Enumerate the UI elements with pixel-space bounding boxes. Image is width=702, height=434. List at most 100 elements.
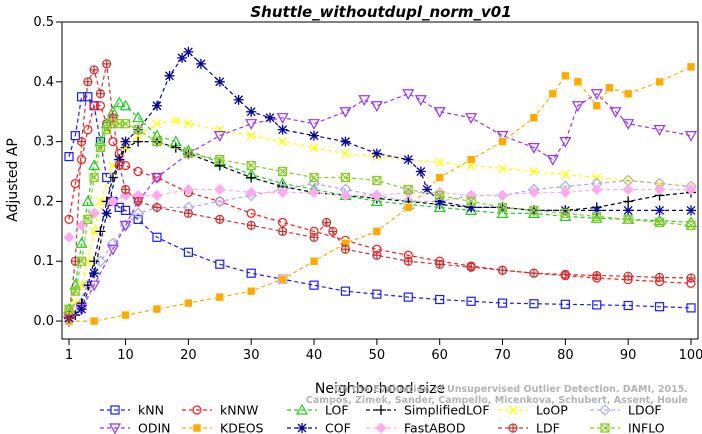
data-point-cof (214, 76, 225, 87)
data-point-odin (465, 113, 478, 124)
data-point-cof (591, 205, 602, 216)
series-fastabod (63, 183, 697, 243)
legend: kNN kNNW LOF SimplifiedLOF LoOP LDOF ODIN KDEOS… (100, 403, 665, 434)
data-point-inflo (83, 214, 93, 224)
data-point-cof (466, 202, 477, 213)
legend-marker (295, 403, 309, 415)
data-point-knn (120, 205, 131, 216)
data-point-loop (435, 158, 445, 168)
y-tick-label: 0.0 (33, 314, 54, 329)
series-line-fastabod (68, 188, 691, 238)
data-point-inflo (466, 196, 476, 207)
data-point-ldf (328, 226, 338, 236)
data-point-lof (370, 195, 383, 207)
data-point-odin (653, 125, 666, 136)
data-point-kdeos (184, 298, 193, 308)
legend-marker (376, 405, 386, 415)
data-point-cof (76, 304, 87, 315)
data-point-cof (277, 124, 288, 135)
data-point-ldof (132, 207, 144, 220)
data-point-kdeos (278, 274, 287, 284)
data-point-knn (560, 299, 570, 309)
legend-marker (110, 405, 120, 415)
legend-marker (297, 423, 307, 433)
data-point-cof (309, 130, 320, 141)
data-point-knn (435, 294, 445, 305)
legend-label: LDOF (628, 403, 662, 418)
data-point-kdeos (435, 173, 444, 182)
data-point-kdeos (529, 113, 539, 122)
data-point-odin (559, 137, 572, 148)
data-point-knnw (278, 217, 288, 227)
data-point-cof (233, 94, 244, 105)
x-tick-label: 20 (180, 348, 197, 363)
legend-item-knnw: kNNW (182, 403, 258, 418)
data-point-loop (278, 137, 288, 147)
data-point-knn (152, 232, 162, 242)
data-point-knn (686, 303, 696, 313)
series-line-lof (68, 101, 692, 310)
data-point-cof (422, 184, 433, 195)
data-point-loop (95, 196, 105, 206)
data-point-ldf (592, 271, 602, 281)
series-line-loop (68, 120, 692, 316)
data-point-odin (496, 131, 509, 142)
data-point-kdeos (215, 292, 225, 302)
data-point-inflo (497, 202, 508, 213)
data-point-odin (571, 101, 584, 112)
data-point-cof (434, 196, 445, 207)
legend-marker (375, 422, 387, 434)
legend-label: INFLO (628, 421, 665, 434)
data-point-odin (276, 113, 289, 124)
data-point-cof (164, 70, 175, 81)
data-point-ldf (278, 226, 288, 236)
data-point-knn (83, 92, 93, 102)
data-point-inflo (278, 166, 288, 177)
data-point-lof (590, 211, 603, 223)
data-point-fastabod (214, 183, 226, 196)
data-point-knn (133, 214, 143, 224)
data-point-ldf (654, 272, 665, 282)
watermark-line-2: Campos, Zimek, Sander, Campello, Micenko… (306, 395, 688, 406)
data-point-knnw (76, 154, 87, 165)
data-point-inflo (403, 184, 413, 195)
data-point-ldf (133, 196, 143, 207)
legend-label: kNNW (220, 403, 258, 418)
data-point-knnw (108, 137, 118, 147)
legend-item-inflo: INFLO (590, 421, 665, 434)
data-point-ldf (120, 184, 131, 195)
data-point-odin (527, 143, 540, 154)
data-point-loop (152, 119, 162, 129)
data-point-inflo (686, 220, 696, 230)
data-point-odin (370, 101, 383, 112)
series-inflo (64, 119, 696, 314)
data-point-fastabod (182, 183, 194, 196)
data-point-knn (76, 92, 87, 102)
data-point-loop (592, 173, 602, 182)
data-point-ldf (435, 259, 445, 269)
data-point-cof (403, 154, 414, 165)
data-point-ldf (497, 265, 508, 275)
data-point-cof (183, 46, 194, 57)
data-point-fastabod (107, 195, 119, 207)
data-point-odin (106, 244, 119, 256)
data-point-odin (150, 172, 163, 184)
data-point-inflo (133, 125, 143, 135)
data-point-simplifiedlof (107, 172, 118, 183)
data-point-kdeos (655, 77, 664, 87)
data-point-lof (132, 111, 145, 123)
data-point-ldf (215, 214, 225, 224)
legend-item-ldof: LDOF (590, 403, 662, 418)
data-point-knnw (83, 125, 93, 135)
data-point-odin (402, 89, 415, 101)
data-point-odin (414, 95, 427, 106)
data-point-inflo (372, 175, 382, 186)
data-point-ldf (309, 232, 319, 242)
data-point-fastabod (308, 186, 320, 199)
data-point-fastabod (402, 186, 414, 199)
data-point-kdeos (573, 77, 583, 87)
legend-item-ldf: LDF (498, 421, 560, 434)
legend-marker (192, 423, 202, 433)
data-point-fastabod (591, 183, 603, 196)
data-point-cof (371, 148, 382, 159)
